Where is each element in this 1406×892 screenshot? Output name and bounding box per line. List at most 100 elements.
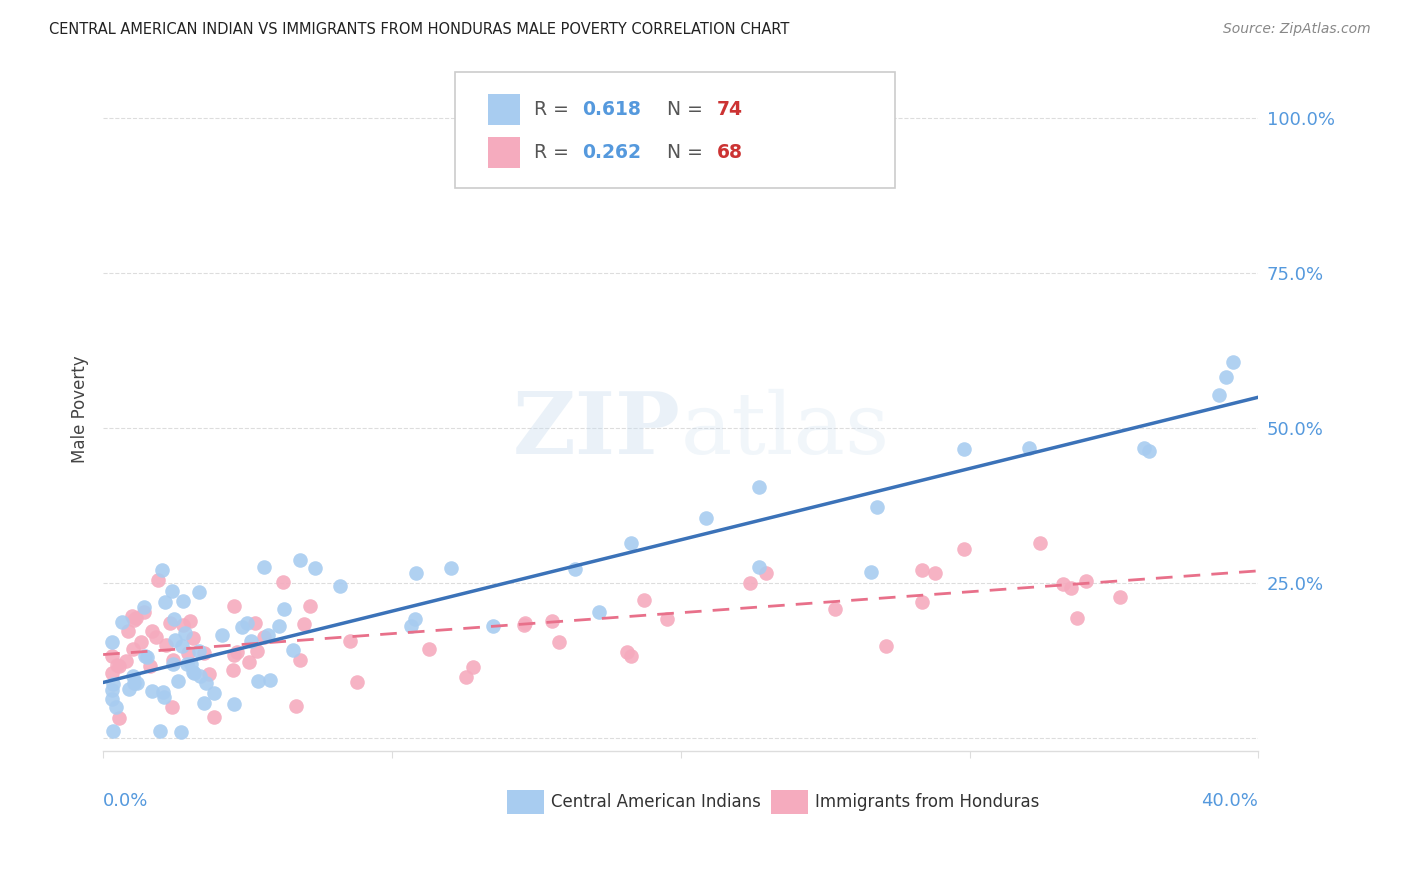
Point xyxy=(101,724,124,739)
FancyBboxPatch shape xyxy=(488,94,520,125)
Point xyxy=(655,612,678,626)
Point xyxy=(193,696,215,710)
Point xyxy=(108,711,131,725)
Point xyxy=(202,709,225,723)
Text: Immigrants from Honduras: Immigrants from Honduras xyxy=(815,793,1039,811)
Point xyxy=(620,536,643,550)
Point xyxy=(399,619,422,633)
Point xyxy=(824,602,846,616)
Point xyxy=(103,677,125,691)
Point xyxy=(162,653,184,667)
Text: 68: 68 xyxy=(717,143,742,162)
Point xyxy=(181,632,204,646)
Text: R =: R = xyxy=(534,143,575,162)
Point xyxy=(288,553,311,567)
Point xyxy=(246,673,269,688)
Point xyxy=(911,594,934,608)
Point xyxy=(174,625,197,640)
Point xyxy=(257,628,280,642)
Point xyxy=(165,633,187,648)
Point xyxy=(1066,611,1088,625)
Point xyxy=(141,624,163,638)
Point xyxy=(162,583,184,598)
Point xyxy=(198,667,221,681)
Point xyxy=(134,648,156,663)
Point xyxy=(193,646,215,660)
Point xyxy=(329,579,352,593)
Point xyxy=(1133,441,1156,455)
Point xyxy=(222,648,245,663)
Point xyxy=(294,616,316,631)
Point xyxy=(170,639,193,653)
Point xyxy=(454,670,477,684)
Point xyxy=(127,675,149,690)
Point xyxy=(243,616,266,631)
Point xyxy=(101,692,124,706)
Point xyxy=(285,698,308,713)
Point xyxy=(188,668,211,682)
Point xyxy=(202,686,225,700)
Point xyxy=(136,650,159,665)
Point xyxy=(231,620,253,634)
Point xyxy=(155,638,177,652)
Point xyxy=(564,562,586,576)
Point xyxy=(188,585,211,599)
Point xyxy=(108,658,131,673)
Point xyxy=(1060,581,1083,595)
Point xyxy=(541,614,564,628)
Text: R =: R = xyxy=(534,100,575,119)
Point xyxy=(124,676,146,690)
Point xyxy=(188,644,211,658)
Text: Source: ZipAtlas.com: Source: ZipAtlas.com xyxy=(1223,22,1371,37)
Point xyxy=(513,617,536,632)
Point xyxy=(1215,370,1237,384)
Point xyxy=(101,634,124,648)
Point xyxy=(179,614,201,628)
Point xyxy=(225,644,247,658)
Point xyxy=(290,653,312,667)
Point xyxy=(117,624,139,638)
Point xyxy=(181,665,204,680)
Text: 0.618: 0.618 xyxy=(582,100,641,119)
Text: atlas: atlas xyxy=(681,389,890,472)
Point xyxy=(748,479,770,493)
Point xyxy=(267,619,290,633)
Point xyxy=(1222,354,1244,368)
Text: 40.0%: 40.0% xyxy=(1202,792,1258,810)
Point xyxy=(152,685,174,699)
Point xyxy=(139,659,162,673)
Point xyxy=(115,654,138,668)
Point xyxy=(122,642,145,657)
Point xyxy=(1108,590,1130,604)
FancyBboxPatch shape xyxy=(488,137,520,168)
Point xyxy=(404,611,426,625)
FancyBboxPatch shape xyxy=(508,789,544,814)
Point xyxy=(859,566,882,580)
Point xyxy=(195,675,218,690)
Point xyxy=(748,560,770,574)
Point xyxy=(405,566,427,581)
Point xyxy=(177,646,200,660)
Point xyxy=(172,594,194,608)
Point xyxy=(238,655,260,669)
Text: CENTRAL AMERICAN INDIAN VS IMMIGRANTS FROM HONDURAS MALE POVERTY CORRELATION CHA: CENTRAL AMERICAN INDIAN VS IMMIGRANTS FR… xyxy=(49,22,790,37)
Text: 0.262: 0.262 xyxy=(582,143,641,162)
Point xyxy=(183,666,205,681)
Point xyxy=(162,657,184,672)
Y-axis label: Male Poverty: Male Poverty xyxy=(72,356,89,464)
Point xyxy=(148,573,170,587)
Point xyxy=(222,664,245,678)
Point xyxy=(1028,535,1050,549)
Point xyxy=(131,634,153,648)
Text: ZIP: ZIP xyxy=(513,388,681,472)
Point xyxy=(339,634,361,648)
Point xyxy=(259,673,281,687)
Point xyxy=(125,610,148,624)
Point xyxy=(149,724,172,739)
Point xyxy=(588,605,610,619)
Point xyxy=(953,541,976,556)
Point xyxy=(101,682,124,697)
Point xyxy=(695,511,717,525)
Point xyxy=(222,697,245,711)
Point xyxy=(304,561,326,575)
